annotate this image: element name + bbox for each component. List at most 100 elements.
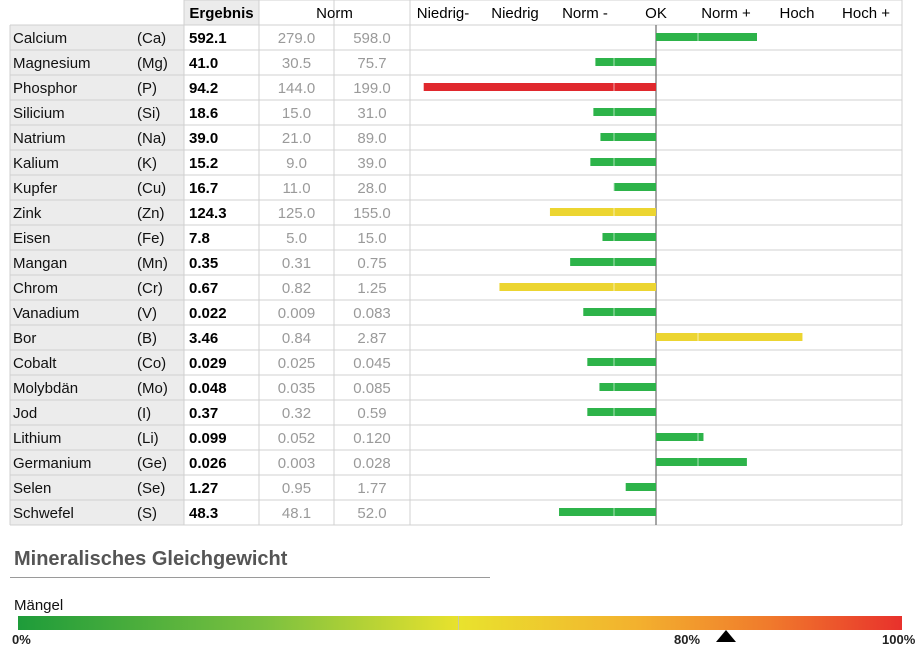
- deviation-bar: [656, 458, 747, 466]
- element-name: Bor: [13, 330, 36, 347]
- element-name: Zink: [13, 205, 42, 222]
- result-value: 48.3: [189, 505, 218, 522]
- norm-high-value: 0.120: [353, 430, 391, 447]
- norm-high-value: 199.0: [353, 80, 391, 97]
- category-header: Hoch: [779, 5, 814, 22]
- norm-high-value: 0.085: [353, 380, 391, 397]
- category-header: Niedrig-: [417, 5, 470, 22]
- deviation-bar: [570, 258, 656, 266]
- element-symbol: (K): [137, 155, 157, 172]
- deviation-bar: [599, 383, 656, 391]
- element-name: Kupfer: [13, 180, 57, 197]
- result-value: 16.7: [189, 180, 218, 197]
- element-symbol: (Mo): [137, 380, 168, 397]
- norm-high-value: 15.0: [357, 230, 386, 247]
- element-name: Lithium: [13, 430, 61, 447]
- deviation-bar: [593, 108, 656, 116]
- norm-low-value: 0.82: [282, 280, 311, 297]
- norm-low-value: 15.0: [282, 105, 311, 122]
- element-name: Selen: [13, 480, 51, 497]
- norm-high-value: 0.59: [357, 405, 386, 422]
- result-value: 0.35: [189, 255, 218, 272]
- deviation-bar: [595, 58, 656, 66]
- result-value: 41.0: [189, 55, 218, 72]
- result-value: 7.8: [189, 230, 210, 247]
- element-symbol: (Si): [137, 105, 160, 122]
- norm-low-value: 5.0: [286, 230, 307, 247]
- element-name: Mangan: [13, 255, 67, 272]
- norm-low-value: 9.0: [286, 155, 307, 172]
- element-symbol: (Co): [137, 355, 166, 372]
- norm-low-value: 11.0: [282, 180, 310, 197]
- result-value: 0.029: [189, 355, 227, 372]
- category-header: Norm +: [701, 5, 751, 22]
- result-value: 592.1: [189, 30, 227, 47]
- deviation-bar: [656, 433, 704, 441]
- norm-high-value: 1.77: [357, 480, 386, 497]
- result-value: 1.27: [189, 480, 218, 497]
- deviation-bar: [625, 483, 656, 491]
- deviation-bar: [613, 183, 656, 191]
- norm-high-value: 75.7: [357, 55, 386, 72]
- norm-high-value: 31.0: [357, 105, 386, 122]
- norm-high-value: 0.045: [353, 355, 391, 372]
- norm-high-value: 89.0: [357, 130, 386, 147]
- result-value: 3.46: [189, 330, 218, 347]
- norm-high-value: 0.083: [353, 305, 391, 322]
- balance-marker-icon: [716, 630, 736, 642]
- norm-low-value: 0.035: [278, 380, 316, 397]
- norm-low-value: 0.052: [278, 430, 316, 447]
- element-name: Phosphor: [13, 80, 77, 97]
- result-value: 0.026: [189, 455, 227, 472]
- element-symbol: (S): [137, 505, 157, 522]
- deviation-bar: [559, 508, 656, 516]
- element-symbol: (V): [137, 305, 157, 322]
- element-symbol: (Se): [137, 480, 165, 497]
- element-symbol: (Cu): [137, 180, 166, 197]
- element-symbol: (Ge): [137, 455, 167, 472]
- deviation-bar: [587, 408, 656, 416]
- norm-low-value: 0.32: [282, 405, 311, 422]
- element-name: Jod: [13, 405, 37, 422]
- norm-low-value: 0.84: [282, 330, 311, 347]
- result-value: 0.67: [189, 280, 218, 297]
- result-value: 0.37: [189, 405, 218, 422]
- norm-low-value: 48.1: [282, 505, 311, 522]
- norm-high-value: 0.028: [353, 455, 391, 472]
- element-symbol: (Fe): [137, 230, 165, 247]
- deviation-bar: [423, 83, 656, 91]
- deviation-bar: [602, 233, 656, 241]
- section-divider: [10, 577, 490, 578]
- norm-low-value: 0.95: [282, 480, 311, 497]
- result-value: 0.099: [189, 430, 227, 447]
- norm-low-value: 279.0: [278, 30, 316, 47]
- result-value: 94.2: [189, 80, 218, 97]
- element-symbol: (Li): [137, 430, 159, 447]
- deviation-bar: [656, 333, 803, 341]
- element-name: Silicium: [13, 105, 65, 122]
- deficiency-label: Mängel: [14, 597, 64, 614]
- element-symbol: (Zn): [137, 205, 165, 222]
- result-value: 18.6: [189, 105, 218, 122]
- result-value: 124.3: [189, 205, 227, 222]
- norm-low-value: 0.003: [278, 455, 316, 472]
- element-name: Calcium: [13, 30, 67, 47]
- element-name: Magnesium: [13, 55, 91, 72]
- norm-low-value: 0.31: [282, 255, 311, 272]
- result-value: 0.022: [189, 305, 227, 322]
- deviation-bar: [587, 358, 656, 366]
- result-value: 0.048: [189, 380, 227, 397]
- gradient-midline: [458, 616, 459, 630]
- norm-low-value: 0.025: [278, 355, 316, 372]
- element-symbol: (B): [137, 330, 157, 347]
- result-header-bg: [184, 0, 259, 25]
- norm-low-value: 125.0: [278, 205, 316, 222]
- deviation-bar: [549, 208, 656, 216]
- category-header: Norm -: [562, 5, 608, 22]
- element-name: Eisen: [13, 230, 51, 247]
- result-header: Ergebnis: [189, 5, 253, 22]
- norm-low-value: 0.009: [278, 305, 316, 322]
- norm-high-value: 28.0: [357, 180, 386, 197]
- norm-high-value: 1.25: [357, 280, 386, 297]
- element-symbol: (Mg): [137, 55, 168, 72]
